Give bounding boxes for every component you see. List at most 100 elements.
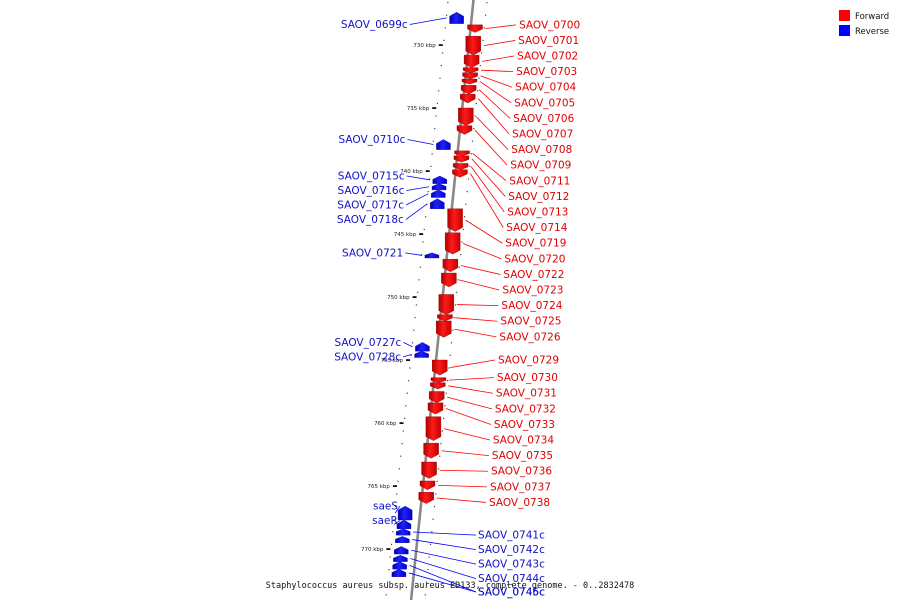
gene-SAOV_0723-label[interactable]: SAOV_0723 [502,285,563,297]
gene-SAOV_0704-arrow[interactable] [462,72,478,80]
gene-SAOV_0722-label[interactable]: SAOV_0722 [503,269,564,281]
gene-SAOV_0711-arrow[interactable] [454,150,470,157]
gene-SAOV_0735-arrow[interactable] [423,442,439,459]
gene-SAOV_0704-label[interactable]: SAOV_0704 [515,82,576,94]
gene-SAOV_0728c-label[interactable]: SAOV_0728c [334,351,401,363]
gene-SAOV_0713-arrow[interactable] [452,163,469,170]
gene-SAOV_0710c-label[interactable]: SAOV_0710c [339,134,406,146]
gene-SAOV_0718c-label[interactable]: SAOV_0718c [337,214,404,226]
gene-SAOV_0731-arrow[interactable] [430,382,446,390]
gene-SAOV_0729-label[interactable]: SAOV_0729 [498,355,559,367]
gene-SAOV_0705-label[interactable]: SAOV_0705 [514,97,575,109]
gene-SAOV_0719-label[interactable]: SAOV_0719 [505,238,566,250]
gene-SAOV_0717c-arrow[interactable] [431,189,446,198]
gene-SAOV_0717c-label[interactable]: SAOV_0717c [337,200,404,212]
gene-SAOV_0728c-arrow[interactable] [414,350,429,358]
gene-SAOV_0707-arrow[interactable] [460,93,476,104]
gene-SAOV_0744c-label[interactable]: SAOV_0744c [478,573,545,585]
gene-SAOV_0730-label[interactable]: SAOV_0730 [497,372,558,384]
right-guide-dot [465,203,467,205]
gene-SAOV_0742c-arrow[interactable] [395,536,410,543]
gene-SAOV_0743c-label[interactable]: SAOV_0743c [478,559,545,571]
gene-SAOV_0703-arrow[interactable] [462,67,479,73]
gene-SAOV_0714-label[interactable]: SAOV_0714 [506,222,567,234]
gene-SAOV_0701-arrow[interactable] [465,35,481,56]
gene-SAOV_0702-arrow[interactable] [463,54,480,68]
gene-SAOV_0719-arrow[interactable] [447,208,463,232]
gene-SAOV_0726-label[interactable]: SAOV_0726 [499,331,560,343]
gene-SAOV_0715c-arrow[interactable] [432,175,447,184]
gene-SAOV_0734-label[interactable]: SAOV_0734 [493,435,554,447]
gene-SAOV_0738-label[interactable]: SAOV_0738 [489,497,550,509]
gene-SAOV_0710c-arrow[interactable] [436,139,451,150]
gene-SAOV_0743c-arrow[interactable] [394,546,409,555]
gene-SAOV_0729-arrow[interactable] [432,359,448,376]
gene-SAOV_0709-arrow[interactable] [456,125,473,135]
gene-saeS-label[interactable]: saeS [373,501,398,513]
gene-SAOV_0712-label[interactable]: SAOV_0712 [508,191,569,203]
gene-SAOV_0721-arrow[interactable] [424,252,440,259]
gene-SAOV_0722-arrow[interactable] [442,259,459,273]
gene-SAOV_0716c-label[interactable]: SAOV_0716c [338,185,405,197]
gene-SAOV_0731-label[interactable]: SAOV_0731 [496,388,557,400]
gene-SAOV_0742c-label[interactable]: SAOV_0742c [478,544,545,556]
gene-SAOV_0738-arrow[interactable] [418,492,434,504]
gene-SAOV_0716c-arrow[interactable] [431,183,447,191]
gene-SAOV_0746c-label[interactable]: SAOV_0746c [478,587,545,599]
gene-SAOV_0718c-arrow[interactable] [430,198,445,209]
gene-SAOV_0700-label[interactable]: SAOV_0700 [519,19,580,31]
gene-SAOV_0724-arrow[interactable] [438,294,455,315]
gene-SAOV_0731-leader-line [448,385,493,394]
gene-SAOV_0733-label[interactable]: SAOV_0733 [494,419,555,431]
gene-SAOV_0721-label[interactable]: SAOV_0721 [342,247,403,259]
gene-SAOV_0706-arrow[interactable] [460,85,477,95]
gene-SAOV_0733-arrow[interactable] [427,402,444,415]
gene-SAOV_0736-label[interactable]: SAOV_0736 [491,466,552,478]
gene-SAOV_0734-arrow[interactable] [425,416,442,441]
gene-SAOV_0714-arrow[interactable] [452,169,468,178]
gene-SAOV_0736-arrow[interactable] [421,461,437,479]
gene-SAOV_0699c-label[interactable]: SAOV_0699c [341,19,408,31]
right-guide-dot [453,317,455,319]
gene-SAOV_0712-arrow[interactable] [453,155,470,163]
gene-SAOV_0725-arrow[interactable] [437,314,453,322]
gene-SAOV_0746c-arrow[interactable] [391,568,407,577]
gene-SAOV_0720-arrow[interactable] [444,232,461,255]
gene-SAOV_0737-label[interactable]: SAOV_0737 [490,481,551,493]
gene-SAOV_0727c-arrow[interactable] [415,342,430,352]
gene-SAOV_0711-label[interactable]: SAOV_0711 [509,175,570,187]
gene-SAOV_0703-label[interactable]: SAOV_0703 [516,66,577,78]
gene-SAOV_0741c-arrow[interactable] [395,528,411,536]
gene-SAOV_0699c-arrow[interactable] [449,12,464,24]
gene-SAOV_0730-arrow[interactable] [430,377,447,383]
gene-SAOV_0715c-label[interactable]: SAOV_0715c [338,171,405,183]
gene-SAOV_0708-label[interactable]: SAOV_0708 [511,144,572,156]
gene-SAOV_0724-label[interactable]: SAOV_0724 [501,300,562,312]
gene-SAOV_0720-label[interactable]: SAOV_0720 [504,253,565,265]
gene-SAOV_0727c-label[interactable]: SAOV_0727c [334,337,401,349]
gene-SAOV_0705-arrow[interactable] [461,78,478,85]
gene-saeR-arrow[interactable] [396,519,412,530]
gene-saeS-arrow[interactable] [397,505,413,521]
gene-SAOV_0706-label[interactable]: SAOV_0706 [513,113,574,125]
gene-SAOV_0702-label[interactable]: SAOV_0702 [517,51,578,63]
gene-SAOV_0745c-label[interactable]: SAOV_0745c [478,587,545,599]
gene-SAOV_0700-arrow[interactable] [467,24,483,33]
gene-SAOV_0701-label[interactable]: SAOV_0701 [518,35,579,47]
gene-SAOV_0732-label[interactable]: SAOV_0732 [495,403,556,415]
gene-SAOV_0741c-label[interactable]: SAOV_0741c [478,530,545,542]
gene-SAOV_0744c-arrow[interactable] [393,555,408,562]
gene-SAOV_0745c-arrow[interactable] [392,561,407,570]
gene-SAOV_0707-label[interactable]: SAOV_0707 [512,129,573,141]
gene-SAOV_0726-arrow[interactable] [436,320,452,338]
gene-SAOV_0737-arrow[interactable] [419,480,436,491]
gene-SAOV_0735-leader-line [441,450,489,457]
gene-saeR-label[interactable]: saeR [372,515,398,527]
gene-SAOV_0713-label[interactable]: SAOV_0713 [507,207,568,219]
gene-SAOV_0709-label[interactable]: SAOV_0709 [510,160,571,172]
gene-SAOV_0732-arrow[interactable] [428,391,445,404]
gene-SAOV_0725-label[interactable]: SAOV_0725 [500,316,561,328]
gene-SAOV_0735-label[interactable]: SAOV_0735 [492,450,553,462]
gene-SAOV_0723-arrow[interactable] [441,272,457,288]
gene-SAOV_0708-arrow[interactable] [458,107,474,126]
